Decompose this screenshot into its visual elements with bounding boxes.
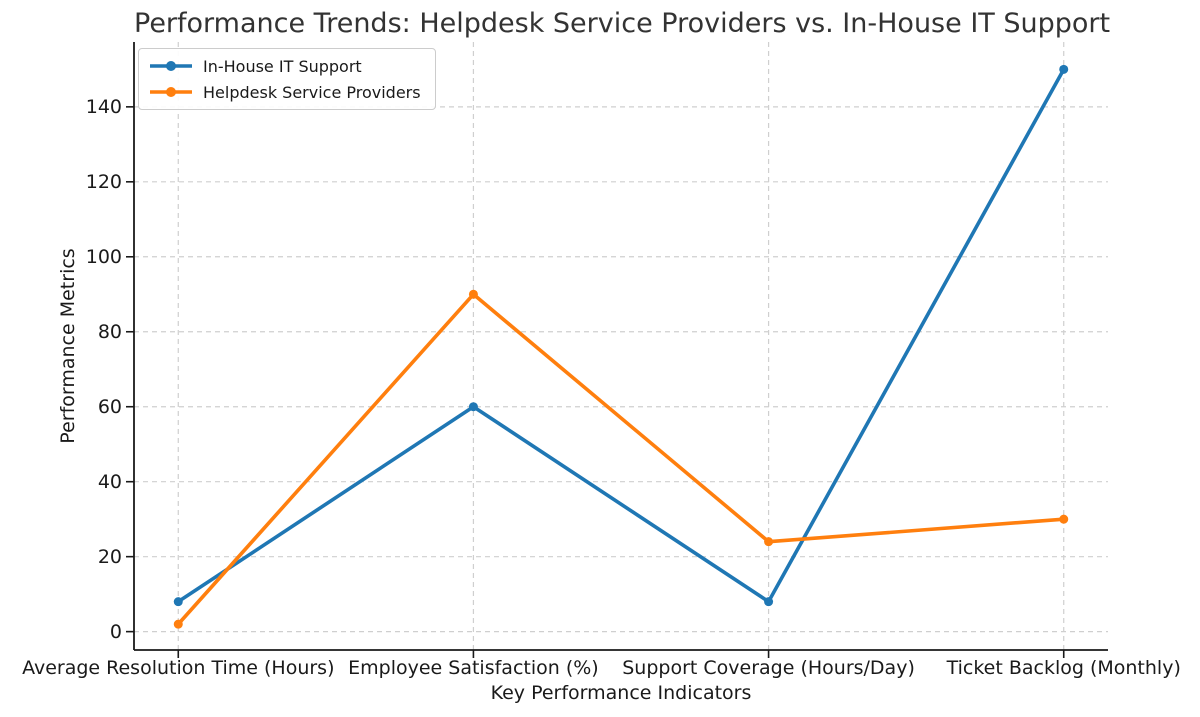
y-tick-label: 80 <box>97 320 122 343</box>
y-tick-label: 40 <box>97 470 122 493</box>
legend: In-House IT Support Helpdesk Service Pro… <box>138 48 436 110</box>
data-point-marker <box>764 537 774 547</box>
x-tick-label: Average Resolution Time (Hours) <box>22 657 335 679</box>
chart-title: Performance Trends: Helpdesk Service Pro… <box>134 8 1111 39</box>
data-point-marker <box>173 619 183 629</box>
line-marker-icon <box>150 87 192 97</box>
data-point-marker <box>764 597 774 607</box>
y-tick-label: 0 <box>109 620 122 643</box>
legend-item-helpdesk: Helpdesk Service Providers <box>149 80 421 104</box>
data-point-marker <box>1059 64 1069 74</box>
y-tick-label: 140 <box>85 95 122 118</box>
legend-label-in-house: In-House IT Support <box>203 56 362 76</box>
y-tick-label: 100 <box>85 245 122 268</box>
x-tick-label: Support Coverage (Hours/Day) <box>622 657 915 679</box>
data-point-marker <box>1059 514 1069 524</box>
series-line <box>176 292 1064 626</box>
y-tick-label: 120 <box>85 170 122 193</box>
y-tick-label: 60 <box>97 395 122 418</box>
legend-label-helpdesk: Helpdesk Service Providers <box>203 82 421 102</box>
data-point-marker <box>173 597 183 607</box>
x-axis-label: Key Performance Indicators <box>490 682 752 704</box>
y-tick-label: 20 <box>97 545 122 568</box>
data-point-marker <box>468 402 478 412</box>
x-tick-label: Ticket Backlog (Monthly) <box>946 657 1181 679</box>
legend-item-in-house: In-House IT Support <box>149 54 421 78</box>
series-line <box>177 68 1066 604</box>
x-tick-label: Employee Satisfaction (%) <box>348 657 599 679</box>
line-marker-icon <box>150 61 192 71</box>
data-point-marker <box>468 289 478 299</box>
